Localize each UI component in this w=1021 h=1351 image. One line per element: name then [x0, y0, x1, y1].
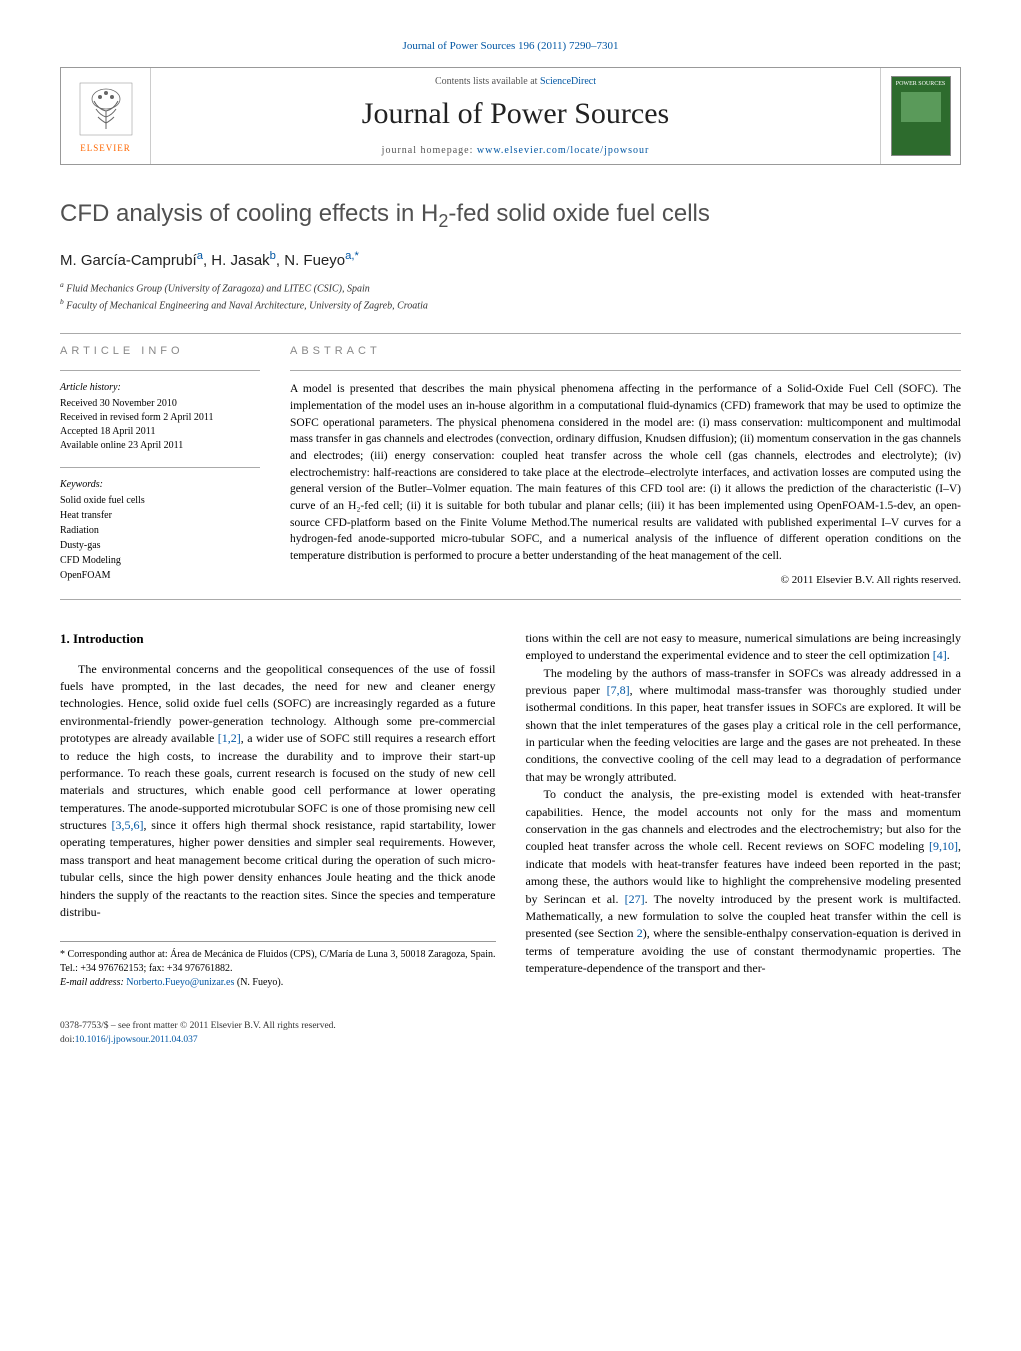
- p1b: , a wider use of SOFC still requires a r…: [60, 731, 496, 832]
- header-center: Contents lists available at ScienceDirec…: [151, 68, 880, 164]
- ref-link-4[interactable]: [4]: [933, 648, 947, 662]
- homepage-link[interactable]: www.elsevier.com/locate/jpowsour: [477, 145, 649, 156]
- contents-prefix: Contents lists available at: [435, 76, 540, 87]
- keyword-list: Solid oxide fuel cells Heat transfer Rad…: [60, 494, 260, 583]
- history-received: Received 30 November 2010: [60, 397, 260, 411]
- contents-line: Contents lists available at ScienceDirec…: [161, 76, 870, 87]
- abstract-column: abstract A model is presented that descr…: [290, 344, 961, 588]
- history-block: Article history: Received 30 November 20…: [60, 381, 260, 453]
- email-footnote: E-mail address: Norberto.Fueyo@unizar.es…: [60, 976, 496, 990]
- author-sep-2: , N. Fueyo: [276, 252, 345, 269]
- keyword-item: Heat transfer: [60, 509, 260, 523]
- affiliation-a: a Fluid Mechanics Group (University of Z…: [60, 279, 961, 296]
- keyword-item: Dusty-gas: [60, 539, 260, 553]
- abstract-heading: abstract: [290, 344, 961, 360]
- info-abstract-row: article info Article history: Received 3…: [60, 344, 961, 588]
- ref-link-1-2[interactable]: [1,2]: [218, 731, 241, 745]
- homepage-prefix: journal homepage:: [382, 145, 477, 156]
- corresponding-author-footnote: * Corresponding author at: Área de Mecán…: [60, 948, 496, 976]
- section-heading-intro: 1. Introduction: [60, 630, 496, 649]
- author-1: M. García-Camprubí: [60, 252, 197, 269]
- body-columns: 1. Introduction The environmental concer…: [60, 630, 961, 991]
- elsevier-logo: ELSEVIER: [61, 68, 151, 164]
- corresponding-author-link[interactable]: *: [355, 250, 359, 262]
- email-suffix: (N. Fueyo).: [234, 977, 283, 988]
- col2-p2: The modeling by the authors of mass-tran…: [526, 665, 962, 787]
- article-title: CFD analysis of cooling effects in H2-fe…: [60, 200, 961, 232]
- keyword-item: CFD Modeling: [60, 554, 260, 568]
- intro-paragraph: The environmental concerns and the geopo…: [60, 661, 496, 922]
- author-sep-1: , H. Jasak: [203, 252, 270, 269]
- abstract-divider: [290, 370, 961, 371]
- col2-p3: To conduct the analysis, the pre-existin…: [526, 786, 962, 977]
- affiliation-b: b Faculty of Mechanical Engineering and …: [60, 296, 961, 313]
- front-matter-line: 0378-7753/$ – see front matter © 2011 El…: [60, 1020, 961, 1033]
- homepage-line: journal homepage: www.elsevier.com/locat…: [161, 145, 870, 156]
- cover-image-icon: [901, 92, 941, 122]
- c2p1b: .: [947, 648, 950, 662]
- p1c: , since it offers high thermal shock res…: [60, 818, 496, 919]
- col2-continuation: tions within the cell are not easy to me…: [526, 630, 962, 665]
- info-divider-1: [60, 370, 260, 371]
- affil-b-text: Faculty of Mechanical Engineering and Na…: [66, 300, 428, 311]
- doi-link[interactable]: 10.1016/j.jpowsour.2011.04.037: [75, 1035, 198, 1045]
- article-info: article info Article history: Received 3…: [60, 344, 260, 588]
- divider-top: [60, 333, 961, 334]
- divider-bottom: [60, 599, 961, 600]
- ref-link-910[interactable]: [9,10]: [929, 839, 958, 853]
- footnotes: * Corresponding author at: Área de Mecán…: [60, 941, 496, 990]
- affil-a-sup: a: [60, 280, 64, 289]
- c2p3a: To conduct the analysis, the pre-existin…: [526, 787, 962, 853]
- cover-title: POWER SOURCES: [896, 81, 946, 88]
- email-link[interactable]: Norberto.Fueyo@unizar.es: [126, 977, 234, 988]
- doi-line: doi:10.1016/j.jpowsour.2011.04.037: [60, 1034, 961, 1047]
- cover-thumbnail: POWER SOURCES: [891, 76, 951, 156]
- abstract-copyright: © 2011 Elsevier B.V. All rights reserved…: [290, 573, 961, 589]
- keyword-item: Solid oxide fuel cells: [60, 494, 260, 508]
- title-pre: CFD analysis of cooling effects in H: [60, 200, 438, 227]
- elsevier-label: ELSEVIER: [80, 143, 131, 153]
- title-sub: 2: [438, 211, 448, 231]
- affil-a-text: Fluid Mechanics Group (University of Zar…: [66, 283, 370, 294]
- sciencedirect-link[interactable]: ScienceDirect: [540, 76, 596, 87]
- ref-link-78[interactable]: [7,8]: [607, 683, 630, 697]
- history-revised: Received in revised form 2 April 2011: [60, 411, 260, 425]
- c2p1a: tions within the cell are not easy to me…: [526, 631, 962, 662]
- history-online: Available online 23 April 2011: [60, 439, 260, 453]
- keyword-item: OpenFOAM: [60, 569, 260, 583]
- article-info-heading: article info: [60, 344, 260, 359]
- doi-label: doi:: [60, 1035, 75, 1045]
- history-label: Article history:: [60, 381, 260, 395]
- ref-link-356[interactable]: [3,5,6]: [111, 818, 143, 832]
- history-accepted: Accepted 18 April 2011: [60, 425, 260, 439]
- journal-title: Journal of Power Sources: [161, 97, 870, 131]
- journal-cover: POWER SOURCES: [880, 68, 960, 164]
- c2p2b: , where multimodal mass-transfer was tho…: [526, 683, 962, 784]
- journal-reference: Journal of Power Sources 196 (2011) 7290…: [60, 40, 961, 52]
- journal-header-box: ELSEVIER Contents lists available at Sci…: [60, 67, 961, 165]
- ref-link-27[interactable]: [27]: [625, 892, 645, 906]
- author-3-affil-link[interactable]: a,: [345, 250, 354, 262]
- abstract-text: A model is presented that describes the …: [290, 381, 961, 564]
- affil-b-sup: b: [60, 297, 64, 306]
- title-post: -fed solid oxide fuel cells: [448, 200, 709, 227]
- email-label: E-mail address:: [60, 977, 126, 988]
- affiliations: a Fluid Mechanics Group (University of Z…: [60, 279, 961, 314]
- journal-ref-link[interactable]: Journal of Power Sources 196 (2011) 7290…: [403, 40, 619, 52]
- body-col-right: tions within the cell are not easy to me…: [526, 630, 962, 991]
- footer-meta: 0378-7753/$ – see front matter © 2011 El…: [60, 1020, 961, 1047]
- keyword-item: Radiation: [60, 524, 260, 538]
- body-col-left: 1. Introduction The environmental concer…: [60, 630, 496, 991]
- elsevier-tree-icon: [76, 79, 136, 139]
- authors: M. García-Camprubía, H. Jasakb, N. Fueyo…: [60, 250, 961, 269]
- info-divider-2: [60, 467, 260, 468]
- keywords-label: Keywords:: [60, 478, 260, 492]
